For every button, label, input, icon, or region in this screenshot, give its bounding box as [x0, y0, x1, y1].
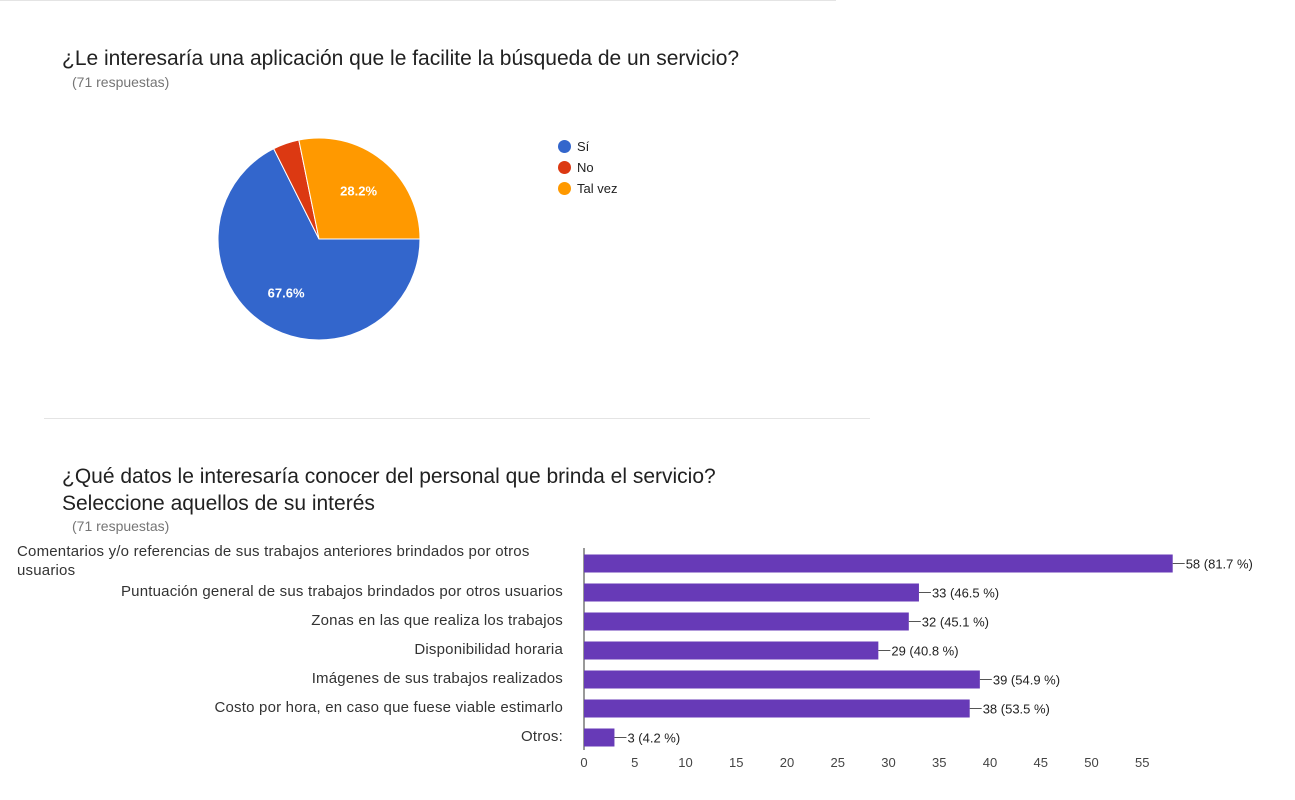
- bar[interactable]: [584, 728, 615, 747]
- bar-category-label: Puntuación general de sus trabajos brind…: [120, 582, 563, 600]
- pie-slice-label: 67.6%: [268, 285, 305, 300]
- question1-response-count: (71 respuestas): [72, 74, 170, 90]
- question2-title-line2: Seleccione aquellos de su interés: [62, 492, 375, 515]
- legend-swatch: [558, 161, 571, 174]
- legend-item[interactable]: No: [558, 157, 617, 178]
- bar[interactable]: [584, 641, 879, 660]
- legend-label: No: [577, 160, 594, 175]
- bar[interactable]: [584, 699, 970, 718]
- x-tick-label: 20: [780, 755, 794, 770]
- legend-label: Sí: [577, 139, 590, 154]
- bar-value-label: 29 (40.8 %): [891, 644, 958, 659]
- question2-title-line1: ¿Qué datos le interesaría conocer del pe…: [62, 465, 716, 488]
- section-divider: [44, 418, 870, 419]
- bar-value-label: 3 (4.2 %): [627, 731, 680, 746]
- x-tick-label: 55: [1135, 755, 1149, 770]
- legend-swatch: [558, 182, 571, 195]
- pie-chart: 67.6% 28.2%: [217, 137, 421, 341]
- bar-category-label: Otros:: [520, 727, 563, 745]
- x-tick-label: 10: [678, 755, 692, 770]
- bar-value-label: 39 (54.9 %): [993, 673, 1060, 688]
- question2-response-count: (71 respuestas): [72, 518, 170, 534]
- bar-value-label: 38 (53.5 %): [983, 702, 1050, 717]
- bar-value-label: 58 (81.7 %): [1186, 557, 1253, 572]
- bar-category-label: Comentarios y/o referencias de sus traba…: [17, 542, 530, 579]
- legend-swatch: [558, 140, 571, 153]
- pie-slice-label: 28.2%: [340, 184, 377, 199]
- bar-category-label: Disponibilidad horaria: [414, 640, 563, 658]
- bar-category-label: Imágenes de sus trabajos realizados: [311, 669, 563, 687]
- bar[interactable]: [584, 670, 980, 689]
- pie-legend: Sí No Tal vez: [558, 136, 617, 199]
- x-tick-label: 50: [1084, 755, 1098, 770]
- bar[interactable]: [584, 612, 909, 631]
- bar-value-label: 32 (45.1 %): [922, 615, 989, 630]
- bar-value-label: 33 (46.5 %): [932, 586, 999, 601]
- pie-slice-si[interactable]: [217, 148, 421, 341]
- x-tick-label: 30: [881, 755, 895, 770]
- question1-title: ¿Le interesaría una aplicación que le fa…: [62, 47, 740, 70]
- bar[interactable]: [584, 583, 919, 602]
- x-tick-label: 45: [1034, 755, 1048, 770]
- x-tick-label: 15: [729, 755, 743, 770]
- top-divider: [0, 0, 836, 1]
- legend-item[interactable]: Sí: [558, 136, 617, 157]
- x-tick-label: 25: [831, 755, 845, 770]
- pie-slice-tal-vez[interactable]: [298, 137, 421, 240]
- x-tick-label: 0: [580, 755, 587, 770]
- bar-category-label: Zonas en las que realiza los trabajos: [311, 611, 563, 629]
- legend-label: Tal vez: [577, 181, 618, 196]
- legend-item[interactable]: Tal vez: [558, 178, 617, 199]
- bar-chart: 58 (81.7 %) 33 (46.5 %) 32 (45.1 %) 29 (40.…: [580, 548, 1253, 770]
- x-tick-label: 35: [932, 755, 946, 770]
- bar[interactable]: [584, 554, 1173, 573]
- bar-category-label: Costo por hora, en caso que fuese viable…: [214, 698, 563, 716]
- x-tick-label: 40: [983, 755, 997, 770]
- x-tick-label: 5: [631, 755, 638, 770]
